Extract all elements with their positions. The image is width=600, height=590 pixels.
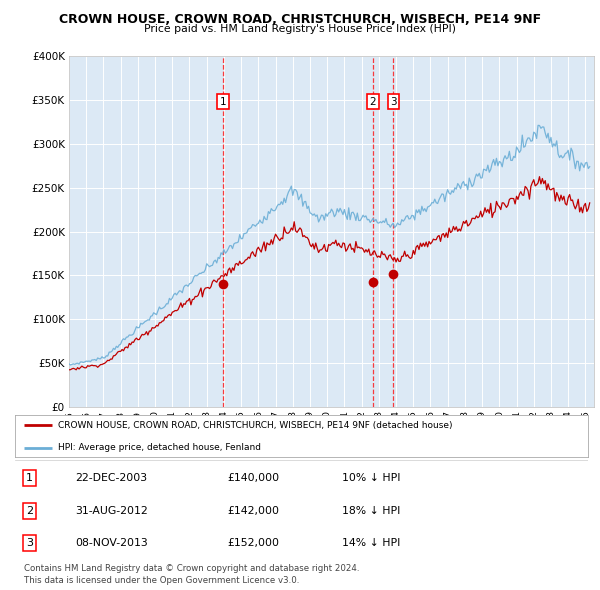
Text: 14% ↓ HPI: 14% ↓ HPI [341, 538, 400, 548]
Text: 2: 2 [370, 97, 376, 107]
Text: 22-DEC-2003: 22-DEC-2003 [75, 473, 147, 483]
Text: 08-NOV-2013: 08-NOV-2013 [75, 538, 148, 548]
Text: £152,000: £152,000 [227, 538, 279, 548]
Text: 3: 3 [26, 538, 33, 548]
Text: 1: 1 [26, 473, 33, 483]
Text: Price paid vs. HM Land Registry's House Price Index (HPI): Price paid vs. HM Land Registry's House … [144, 24, 456, 34]
Text: HPI: Average price, detached house, Fenland: HPI: Average price, detached house, Fenl… [58, 444, 261, 453]
Text: CROWN HOUSE, CROWN ROAD, CHRISTCHURCH, WISBECH, PE14 9NF: CROWN HOUSE, CROWN ROAD, CHRISTCHURCH, W… [59, 13, 541, 26]
Text: CROWN HOUSE, CROWN ROAD, CHRISTCHURCH, WISBECH, PE14 9NF (detached house): CROWN HOUSE, CROWN ROAD, CHRISTCHURCH, W… [58, 421, 452, 430]
Text: 2: 2 [26, 506, 33, 516]
Text: £140,000: £140,000 [227, 473, 279, 483]
Text: 18% ↓ HPI: 18% ↓ HPI [341, 506, 400, 516]
Text: £142,000: £142,000 [227, 506, 279, 516]
Text: 31-AUG-2012: 31-AUG-2012 [75, 506, 148, 516]
Text: 10% ↓ HPI: 10% ↓ HPI [341, 473, 400, 483]
Text: 1: 1 [220, 97, 227, 107]
Text: Contains HM Land Registry data © Crown copyright and database right 2024.
This d: Contains HM Land Registry data © Crown c… [24, 564, 359, 585]
Text: 3: 3 [390, 97, 397, 107]
